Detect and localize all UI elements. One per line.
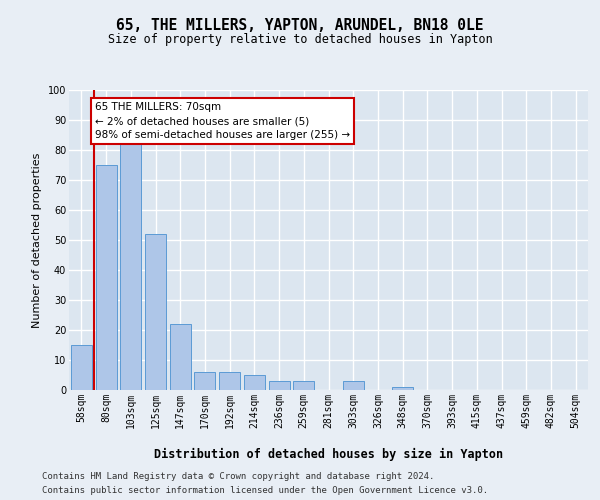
- Text: Contains HM Land Registry data © Crown copyright and database right 2024.: Contains HM Land Registry data © Crown c…: [42, 472, 434, 481]
- Text: 65, THE MILLERS, YAPTON, ARUNDEL, BN18 0LE: 65, THE MILLERS, YAPTON, ARUNDEL, BN18 0…: [116, 18, 484, 32]
- Bar: [95, 165, 116, 390]
- Bar: [120, 144, 141, 390]
- Text: Size of property relative to detached houses in Yapton: Size of property relative to detached ho…: [107, 32, 493, 46]
- Bar: [145, 234, 166, 390]
- Text: Contains public sector information licensed under the Open Government Licence v3: Contains public sector information licen…: [42, 486, 488, 495]
- Bar: [392, 387, 413, 390]
- Y-axis label: Number of detached properties: Number of detached properties: [32, 152, 42, 328]
- Bar: [219, 372, 240, 390]
- Bar: [170, 324, 191, 390]
- Bar: [71, 345, 92, 390]
- Bar: [269, 381, 290, 390]
- Bar: [244, 375, 265, 390]
- Bar: [293, 381, 314, 390]
- Bar: [194, 372, 215, 390]
- Text: 65 THE MILLERS: 70sqm
← 2% of detached houses are smaller (5)
98% of semi-detach: 65 THE MILLERS: 70sqm ← 2% of detached h…: [95, 102, 350, 140]
- Text: Distribution of detached houses by size in Yapton: Distribution of detached houses by size …: [154, 448, 503, 460]
- Bar: [343, 381, 364, 390]
